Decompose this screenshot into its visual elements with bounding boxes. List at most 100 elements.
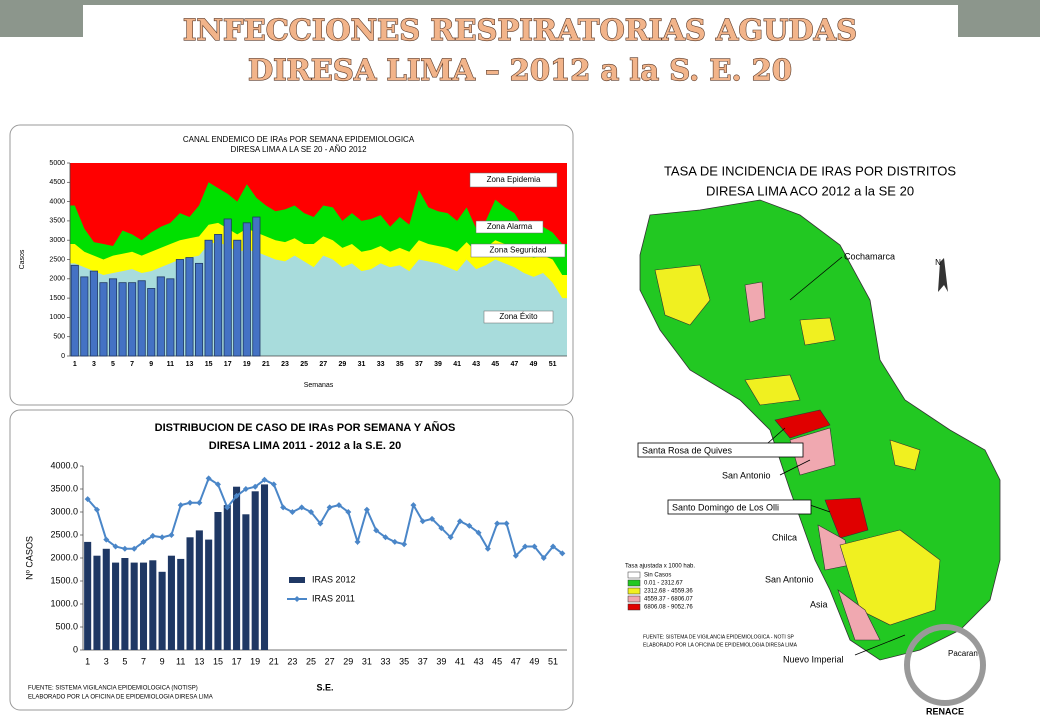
line-marker [242, 486, 249, 492]
bar [177, 558, 185, 650]
bar [89, 270, 98, 357]
x-tick-label: 37 [418, 656, 428, 666]
line-marker [252, 483, 259, 490]
x-tick-label: 47 [511, 656, 521, 666]
title-banner [83, 5, 958, 40]
legend-swatch [627, 579, 641, 587]
y-tick-label: 1000.0 [50, 598, 78, 608]
bar [175, 259, 184, 357]
chart-title: CANAL ENDEMICO DE IRAs POR SEMANA EPIDEM… [183, 135, 415, 144]
line-marker [317, 520, 324, 527]
slide-title: INFECCIONES RESPIRATORIAS AGUDAS [183, 13, 857, 47]
line-marker [354, 538, 361, 545]
logo [904, 624, 986, 706]
map [637, 199, 1001, 706]
bar [147, 288, 156, 357]
x-tick-label: 27 [325, 656, 335, 666]
y-tick-label: 1000 [49, 314, 65, 321]
line-marker [168, 532, 175, 538]
bar [260, 484, 269, 650]
line-marker [335, 502, 342, 509]
line-marker [522, 543, 529, 550]
y-tick-label: 3000.0 [50, 506, 78, 516]
legend-swatch [627, 587, 641, 595]
line-marker [196, 499, 203, 506]
bar [242, 514, 250, 650]
x-tick-label: 19 [250, 656, 260, 666]
bar [223, 218, 232, 357]
zone-label-box [470, 243, 566, 258]
map-label: Pacaran [948, 649, 978, 658]
line-marker [484, 545, 491, 552]
x-tick-label: 35 [399, 656, 409, 666]
bar [118, 282, 127, 357]
line-marker [214, 481, 221, 488]
x-tick-label: 11 [176, 656, 185, 666]
bar [204, 239, 213, 357]
line-marker [103, 536, 110, 543]
x-tick-label: 45 [492, 656, 502, 666]
bar [166, 278, 175, 357]
map-note: ELABORADO POR LA OFICINA DE EPIDEMIOLOGI… [643, 642, 798, 648]
bar [137, 280, 146, 357]
bar [233, 239, 242, 357]
line-marker [540, 555, 547, 561]
line-marker [466, 522, 473, 529]
line-marker [187, 499, 194, 506]
bar [158, 571, 166, 650]
leader-line [789, 256, 843, 301]
x-tick-label: 15 [213, 656, 223, 666]
x-tick-label: 43 [474, 656, 484, 666]
x-tick-label: 11 [167, 361, 175, 368]
legend-label: IRAS 2011 [312, 593, 355, 603]
chart-note: ELABORADO POR LA OFICINA DE EPIDEMIOLOGI… [28, 695, 213, 701]
slide-subtitle: DIRESA LIMA – 2012 a la S. E. 20 [248, 53, 792, 87]
north-label: N [935, 258, 941, 267]
label-box [667, 499, 812, 515]
x-tick-label: 15 [205, 361, 213, 368]
x-tick-label: 23 [281, 361, 289, 368]
x-tick-label: 17 [232, 656, 242, 666]
legend-label: Sin Casos [644, 573, 671, 579]
legend-title: Tasa ajustada x 1000 hab. [625, 564, 695, 570]
line-marker [261, 476, 268, 483]
bar [205, 539, 213, 650]
line-marker [475, 529, 482, 536]
bar [214, 512, 222, 650]
legend-label: 2312.68 - 4559.36 [644, 589, 693, 595]
map-label: Santo Domingo de Los Olli [672, 502, 779, 512]
zone-label: Zona Epidemia [487, 175, 541, 184]
x-tick-label: 5 [122, 656, 127, 666]
y-tick-label: 3500.0 [50, 483, 78, 493]
map-label: Cochamarca [844, 251, 895, 261]
x-axis-label: S.E. [316, 682, 333, 692]
x-axis-label: Semanas [304, 382, 334, 389]
bar [195, 530, 203, 650]
bar [186, 537, 194, 650]
line-marker [456, 518, 463, 525]
map-label: Asia [810, 599, 828, 609]
x-tick-label: 27 [319, 361, 327, 368]
x-tick-label: 7 [141, 656, 146, 666]
bar [121, 558, 129, 650]
map-label: San Antonio [722, 470, 771, 480]
map-region [654, 264, 711, 326]
y-tick-label: 500.0 [55, 621, 78, 631]
bar [108, 278, 118, 357]
x-tick-label: 19 [243, 361, 251, 368]
bar [242, 222, 251, 357]
line-marker [494, 520, 501, 527]
line-marker [159, 534, 166, 541]
map-subtitle: DIRESA LIMA ACO 2012 a la SE 20 [706, 183, 914, 198]
bar [93, 555, 101, 650]
x-tick-label: 43 [472, 361, 480, 368]
line-marker [503, 520, 510, 527]
x-tick-label: 13 [194, 656, 204, 666]
x-tick-label: 1 [73, 361, 77, 368]
chart-subtitle: DIRESA LIMA 2011 - 2012 a la S.E. 20 [209, 440, 401, 452]
x-tick-label: 49 [529, 656, 539, 666]
line-marker [289, 509, 296, 515]
x-tick-label: 39 [434, 361, 442, 368]
line-marker [308, 509, 315, 515]
